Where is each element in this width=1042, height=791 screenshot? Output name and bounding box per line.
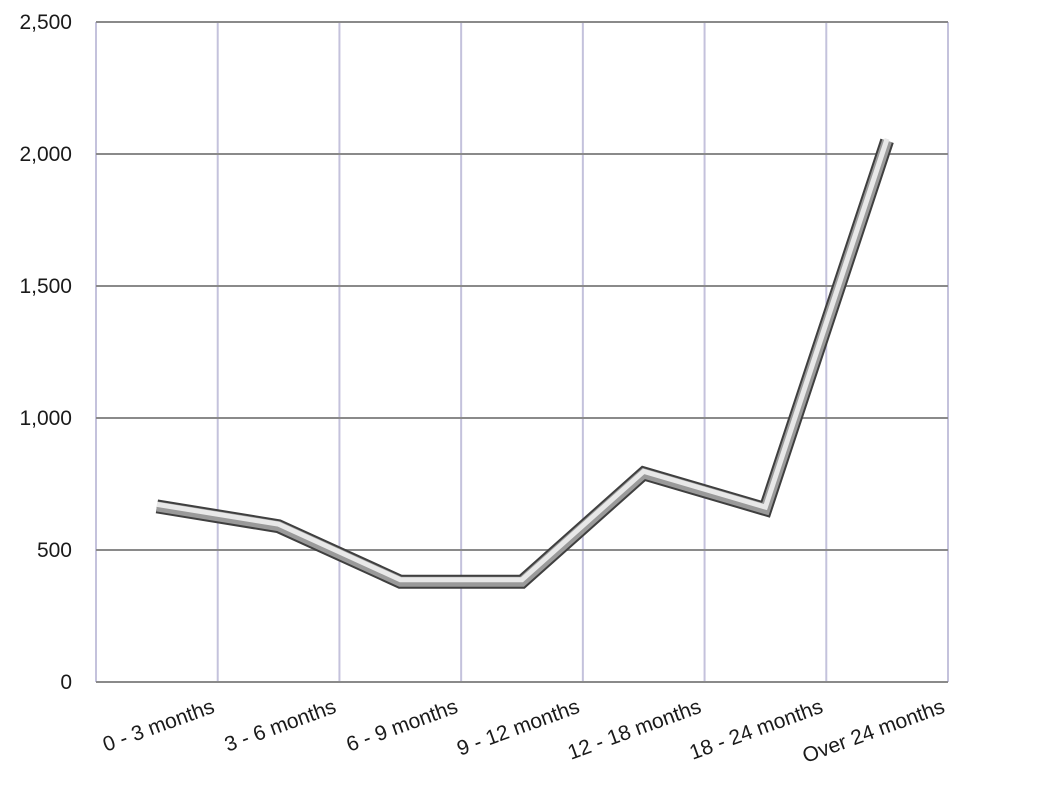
y-tick-label: 2,000 <box>19 143 72 166</box>
y-tick-label: 2,500 <box>19 11 72 34</box>
x-tick-label: 6 - 9 months <box>343 695 461 757</box>
y-tick-label: 0 <box>60 671 72 694</box>
y-axis-tick-labels: 0 500 1,000 1,500 2,000 2,500 <box>19 11 72 694</box>
x-tick-label: 0 - 3 months <box>100 695 218 757</box>
y-tick-label: 500 <box>37 539 72 562</box>
series-line-mid <box>156 139 892 587</box>
x-tick-label: 9 - 12 months <box>454 695 583 761</box>
series-line-outer <box>155 138 894 589</box>
y-tick-label: 1,500 <box>19 275 72 298</box>
x-tick-label: 12 - 18 months <box>565 695 705 765</box>
y-tick-label: 1,000 <box>19 407 72 430</box>
horizontal-gridlines <box>96 21 948 683</box>
x-tick-label: 3 - 6 months <box>222 695 340 757</box>
vertical-gridlines <box>95 22 949 682</box>
series-line-highlight <box>156 138 890 583</box>
series-line-group <box>155 138 894 589</box>
